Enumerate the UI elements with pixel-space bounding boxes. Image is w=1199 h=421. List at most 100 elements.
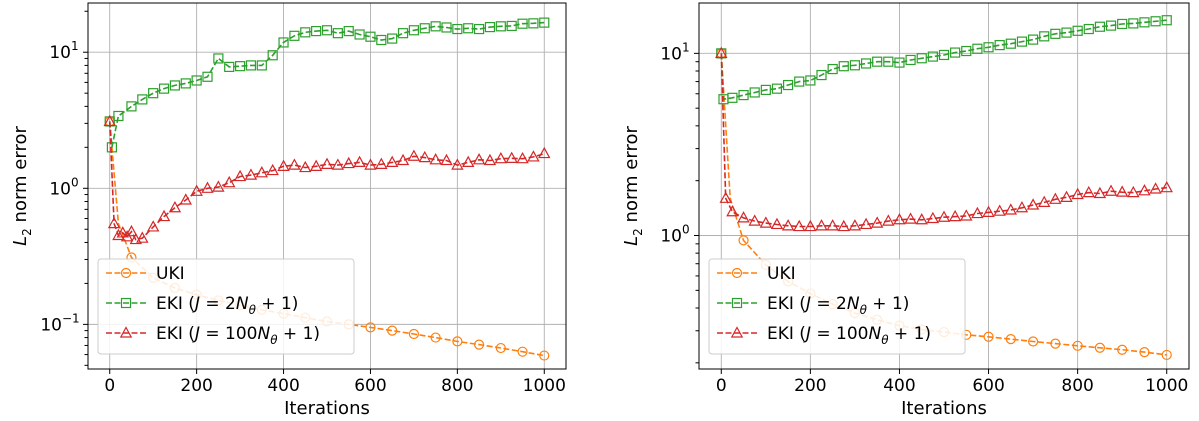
data-point [827, 63, 838, 75]
y-axis-label: L2 norm error [621, 126, 645, 246]
data-point [385, 155, 399, 168]
data-point [837, 219, 850, 232]
data-point [916, 53, 927, 64]
data-point [387, 325, 398, 336]
data-point [126, 101, 137, 112]
data-point [116, 226, 129, 238]
data-point [309, 159, 323, 171]
data-point [782, 79, 794, 91]
data-point [353, 155, 366, 168]
data-point [278, 37, 289, 48]
data-point [738, 89, 749, 101]
data-point [191, 75, 202, 86]
y-tick-label: 10 [49, 179, 71, 199]
data-point [190, 184, 203, 196]
data-point [760, 84, 771, 96]
data-point [1082, 185, 1095, 198]
legend-box [708, 258, 966, 355]
data-point [883, 56, 894, 67]
data-point [538, 146, 551, 159]
x-tick-label: 1000 [1145, 376, 1188, 396]
data-point [266, 163, 279, 176]
legend-marker [730, 326, 744, 338]
data-point [1026, 198, 1040, 210]
data-point [441, 22, 452, 33]
data-point [505, 151, 518, 163]
legend-label: UKI [156, 264, 185, 284]
data-point [517, 18, 528, 29]
legend: UKI EKI (J = 2Nθ + 1) EKI (J = 100Nθ + 1) [708, 258, 966, 355]
y-tick-label: 10 [660, 227, 682, 247]
data-point [915, 213, 928, 225]
data-point [726, 205, 739, 217]
data-point [749, 87, 760, 98]
legend-label: UKI [767, 264, 796, 284]
data-point [1104, 184, 1118, 196]
data-point [860, 58, 872, 69]
data-point [994, 40, 1005, 51]
data-point [1093, 186, 1107, 199]
data-point [1139, 17, 1150, 28]
data-point [893, 213, 906, 225]
data-point [993, 204, 1006, 216]
data-point [1072, 25, 1083, 36]
data-point [472, 153, 486, 165]
data-point [1161, 349, 1172, 361]
data-point [870, 216, 884, 228]
data-point [838, 61, 849, 72]
data-point [771, 83, 783, 94]
data-point [926, 211, 940, 224]
x-tick-label: 200 [794, 376, 826, 396]
data-point [320, 157, 334, 169]
legend-marker [731, 267, 743, 279]
data-point [365, 31, 376, 42]
data-point [430, 21, 441, 32]
data-point [494, 151, 508, 164]
data-point [804, 219, 817, 232]
data-point [103, 114, 116, 127]
data-point [948, 209, 962, 222]
data-point [1071, 187, 1084, 200]
data-point [781, 219, 795, 231]
data-point [267, 50, 278, 61]
data-point [212, 180, 225, 192]
data-point [483, 153, 497, 166]
data-point [972, 43, 983, 54]
data-point [244, 168, 258, 180]
data-point [473, 339, 485, 350]
data-point [1027, 336, 1039, 347]
x-tick-label: 200 [180, 376, 212, 396]
data-point [983, 331, 994, 342]
data-point [299, 160, 312, 173]
y-axis-label: L2 norm error [10, 126, 34, 246]
data-point [256, 60, 267, 71]
data-point [277, 159, 290, 171]
data-point [1127, 185, 1140, 198]
series-line [720, 53, 1167, 228]
data-point [1016, 36, 1028, 47]
data-point [408, 25, 420, 36]
data-point [971, 206, 984, 219]
data-point [937, 210, 951, 222]
data-point [113, 110, 124, 122]
data-point [452, 23, 463, 35]
y-tick-exponent: 1 [682, 40, 690, 54]
data-point [770, 217, 784, 230]
data-point [894, 57, 905, 68]
series-line [108, 21, 545, 148]
data-point [1149, 182, 1162, 194]
x-axis: 0 200 400 600 800 1000 Iterations [104, 369, 566, 419]
data-point [396, 153, 410, 166]
data-point [201, 181, 214, 193]
data-point [1005, 333, 1016, 345]
data-point [429, 153, 442, 165]
data-point [430, 332, 441, 343]
data-point [1039, 31, 1050, 42]
data-point [168, 200, 182, 213]
data-point [1015, 201, 1029, 213]
data-point [245, 60, 257, 71]
series-line [720, 19, 1167, 101]
data-point [331, 158, 345, 170]
data-point [748, 214, 761, 226]
